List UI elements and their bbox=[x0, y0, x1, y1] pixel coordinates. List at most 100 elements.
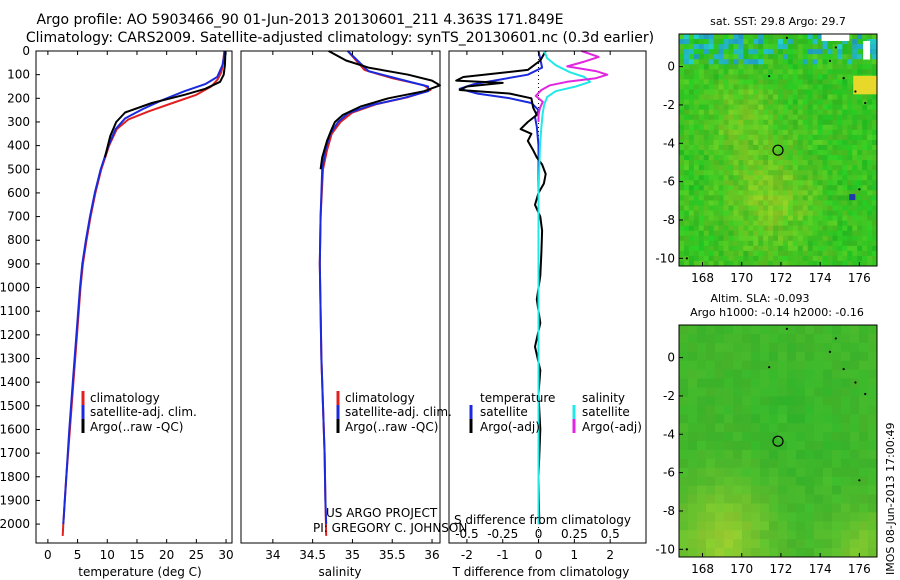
heatmap-cell bbox=[708, 34, 715, 40]
heatmap-cell bbox=[792, 89, 799, 95]
heatmap-cell bbox=[679, 210, 685, 216]
heatmap-cell bbox=[708, 84, 715, 90]
heatmap-cell bbox=[703, 150, 710, 156]
heatmap-cell bbox=[773, 109, 779, 116]
heatmap-cell bbox=[862, 59, 868, 65]
heatmap-cell bbox=[778, 333, 788, 344]
heatmap-cell bbox=[688, 54, 695, 60]
heatmap-cell bbox=[733, 44, 739, 50]
heatmap-cell bbox=[867, 124, 873, 131]
heatmap-cell bbox=[782, 119, 789, 126]
heatmap-cell bbox=[857, 215, 863, 222]
heatmap-cell bbox=[852, 155, 858, 161]
sst-map-title: sat. SST: 29.8 Argo: 29.7 bbox=[710, 15, 846, 28]
heatmap-cell bbox=[805, 530, 815, 540]
heatmap-cell bbox=[715, 325, 725, 335]
heatmap-cell bbox=[733, 225, 739, 232]
heatmap-cell bbox=[814, 432, 824, 442]
heatmap-cell bbox=[796, 405, 806, 415]
heatmap-cell bbox=[852, 150, 858, 156]
heatmap-cell bbox=[847, 225, 853, 232]
heatmap-cell bbox=[751, 521, 761, 531]
heatmap-cell bbox=[743, 225, 749, 232]
heatmap-cell bbox=[728, 240, 734, 247]
heatmap-cell bbox=[738, 200, 744, 206]
heatmap-cell bbox=[728, 89, 734, 95]
heatmap-cell bbox=[868, 512, 878, 522]
heatmap-cell bbox=[823, 342, 833, 353]
heatmap-cell bbox=[723, 44, 729, 50]
heatmap-cell bbox=[708, 245, 715, 252]
heatmap-cell bbox=[708, 49, 715, 55]
heatmap-cell bbox=[683, 94, 690, 100]
heatmap-cell bbox=[758, 165, 764, 171]
s-difference-x-ticks: -0.5 -0.25 0 0.25 0.5 bbox=[455, 527, 620, 541]
heatmap-cell bbox=[718, 260, 724, 267]
heatmap-cell bbox=[768, 210, 774, 216]
heatmap-cell bbox=[852, 235, 858, 242]
heatmap-cell bbox=[738, 195, 744, 201]
heatmap-cell bbox=[683, 69, 690, 75]
heatmap-cell bbox=[812, 94, 818, 100]
heatmap-cell bbox=[832, 548, 842, 558]
heatmap-cell bbox=[733, 64, 739, 70]
heatmap-cell bbox=[850, 423, 860, 433]
heatmap-cell bbox=[748, 230, 754, 237]
heatmap-cell bbox=[792, 59, 799, 65]
heatmap-cell bbox=[713, 119, 719, 126]
heatmap-cell bbox=[748, 94, 754, 100]
heatmap-cell bbox=[797, 44, 804, 50]
heatmap-cell bbox=[802, 34, 809, 40]
heatmap-cell bbox=[832, 49, 838, 55]
heatmap-cell bbox=[703, 175, 710, 181]
heatmap-cell bbox=[713, 134, 719, 141]
heatmap-cell bbox=[852, 44, 858, 50]
heatmap-cell bbox=[724, 432, 734, 442]
heatmap-cell bbox=[827, 119, 833, 126]
heatmap-cell bbox=[805, 333, 815, 344]
heatmap-cell bbox=[832, 190, 838, 196]
heatmap-cell bbox=[852, 119, 858, 126]
heatmap-cell bbox=[817, 170, 823, 176]
heatmap-cell bbox=[724, 333, 734, 344]
heatmap-cell bbox=[763, 44, 769, 50]
heatmap-cell bbox=[782, 150, 789, 156]
x-tick-label: 34 bbox=[265, 548, 280, 562]
heatmap-cell bbox=[773, 69, 779, 75]
heatmap-cell bbox=[763, 94, 769, 100]
heatmap-cell bbox=[723, 260, 729, 267]
heatmap-cell bbox=[768, 150, 774, 156]
heatmap-cell bbox=[868, 476, 878, 487]
heatmap-cell bbox=[837, 84, 843, 90]
heatmap-cell bbox=[679, 139, 685, 146]
heatmap-cell bbox=[773, 74, 779, 80]
heatmap-cell bbox=[748, 69, 754, 75]
heatmap-cell bbox=[837, 99, 843, 106]
heatmap-cell bbox=[703, 155, 710, 161]
heatmap-cell bbox=[679, 396, 689, 406]
heatmap-cell bbox=[778, 467, 788, 478]
heatmap-cell bbox=[683, 44, 690, 50]
heatmap-cell bbox=[872, 240, 878, 247]
heatmap-cell bbox=[683, 59, 690, 65]
heatmap-cell bbox=[817, 190, 823, 196]
heatmap-cell bbox=[768, 129, 774, 136]
heatmap-cell bbox=[787, 129, 794, 136]
heatmap-cell bbox=[697, 548, 707, 558]
heatmap-cell bbox=[837, 230, 843, 237]
heatmap-cell bbox=[742, 351, 752, 362]
heatmap-cell bbox=[847, 150, 853, 156]
heatmap-cell bbox=[796, 539, 806, 549]
heatmap-cell bbox=[760, 387, 770, 397]
heatmap-cell bbox=[688, 124, 695, 131]
heatmap-cell bbox=[738, 210, 744, 216]
heatmap-cell bbox=[842, 89, 848, 95]
heatmap-cell bbox=[817, 84, 823, 90]
heatmap-cell bbox=[802, 119, 809, 126]
heatmap-cell bbox=[753, 144, 759, 151]
heatmap-cell bbox=[867, 155, 873, 161]
heatmap-cell bbox=[697, 333, 707, 344]
heatmap-cell bbox=[802, 129, 809, 136]
island-dot bbox=[842, 76, 845, 80]
heatmap-cell bbox=[748, 129, 754, 136]
